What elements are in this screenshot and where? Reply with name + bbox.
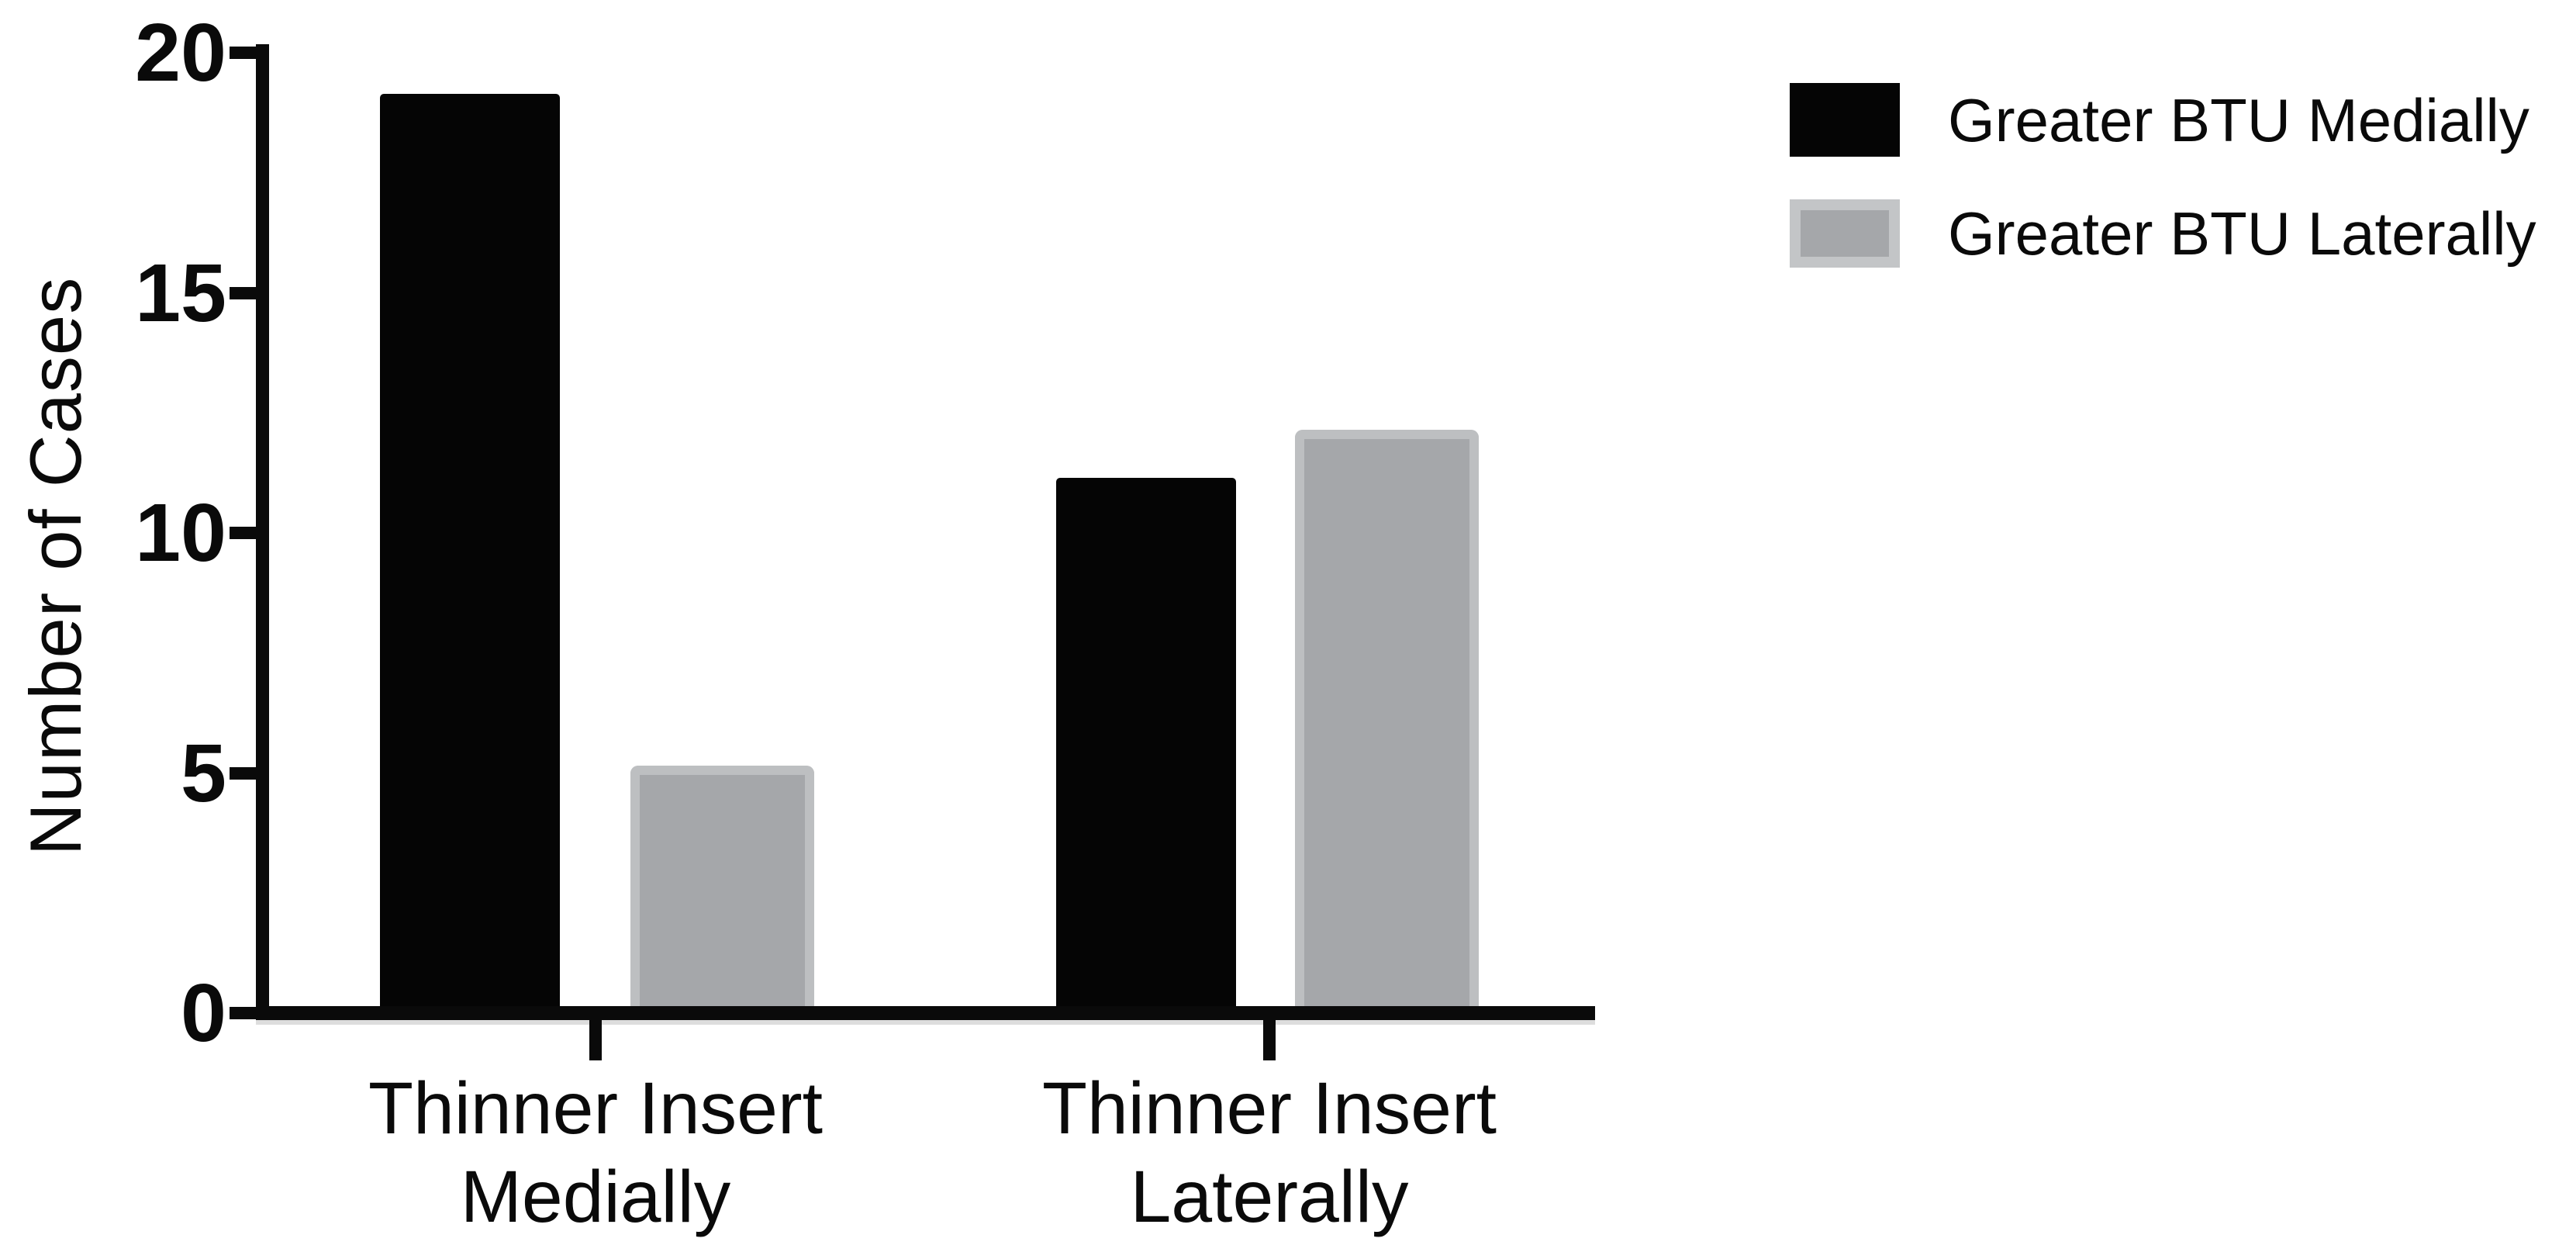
y-tick-0 [230, 1007, 269, 1019]
category-label-thinner-insert-laterally: Thinner Insert Laterally [920, 1064, 1618, 1241]
y-tick-10 [230, 527, 269, 539]
x-axis-line [256, 1006, 1595, 1020]
y-tick-label-15: 15 [135, 247, 226, 339]
bar-greater-btu-laterally-group-1 [630, 766, 814, 1006]
y-tick-15 [230, 287, 269, 299]
y-tick-label-10: 10 [135, 487, 226, 579]
bar-greater-btu-medially-group-2 [1056, 478, 1236, 1006]
x-tick-group-2 [1263, 1020, 1276, 1060]
x-tick-group-1 [589, 1020, 602, 1060]
bar-greater-btu-medially-group-1 [380, 94, 560, 1006]
y-tick-5 [230, 767, 269, 780]
category-label-line: Medially [460, 1156, 731, 1238]
y-tick-label-0: 0 [181, 967, 226, 1059]
legend-swatch-greater-btu-laterally [1790, 199, 1900, 268]
y-tick-20 [230, 47, 269, 59]
y-tick-label-20: 20 [135, 7, 226, 99]
category-label-thinner-insert-medially: Thinner Insert Medially [247, 1064, 944, 1241]
category-label-line: Thinner Insert [368, 1067, 824, 1150]
category-label-line: Thinner Insert [1041, 1067, 1497, 1150]
bar-greater-btu-laterally-group-2 [1295, 430, 1479, 1006]
legend-label-greater-btu-medially: Greater BTU Medially [1948, 86, 2529, 154]
legend-swatch-greater-btu-medially [1790, 83, 1900, 157]
category-label-line: Laterally [1130, 1156, 1409, 1238]
legend-label-greater-btu-laterally: Greater BTU Laterally [1948, 199, 2536, 268]
y-tick-label-5: 5 [181, 728, 226, 819]
